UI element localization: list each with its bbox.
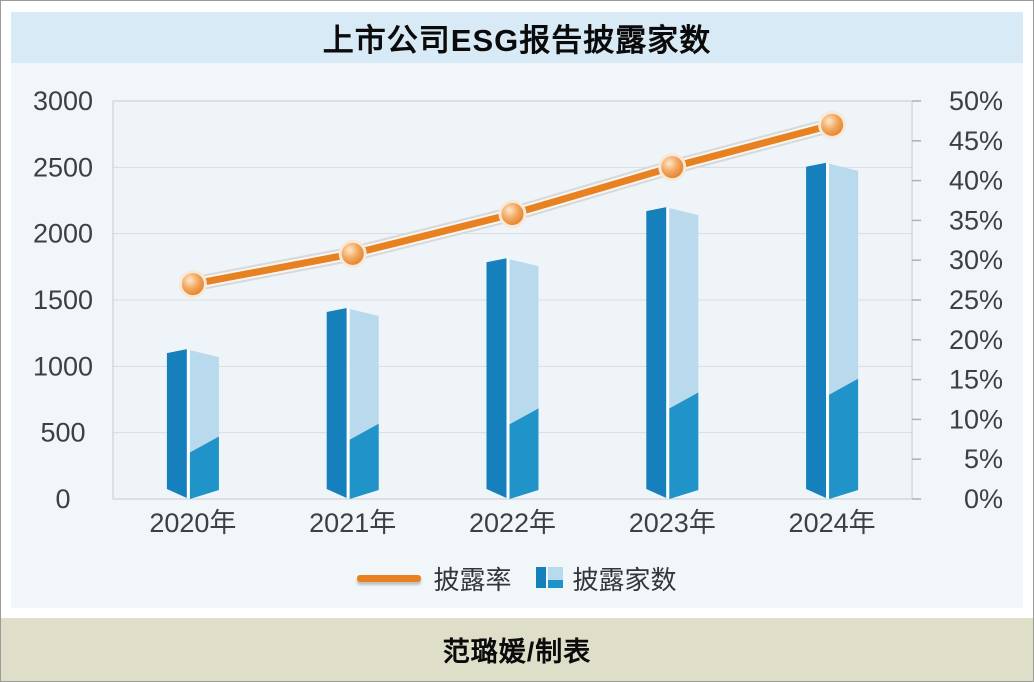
right-axis-label: 25% xyxy=(949,285,1003,315)
credit-text: 范璐媛/制表 xyxy=(442,637,592,667)
left-axis-label: 500 xyxy=(40,418,85,448)
right-axis-label: 20% xyxy=(949,325,1003,355)
right-axis-label: 0% xyxy=(964,484,1003,514)
x-axis-label: 2022年 xyxy=(469,508,556,538)
bar-legend-label: 披露家数 xyxy=(572,564,677,595)
x-axis-label: 2021年 xyxy=(309,508,396,538)
combo-chart: 3000 2500 2000 1500 1000 500 0 50% 45% 40% 35% 30% 2… xyxy=(33,86,1003,538)
left-axis-label: 2500 xyxy=(33,152,93,182)
line-legend-swatch xyxy=(357,574,422,582)
right-axis-label: 10% xyxy=(949,404,1003,434)
x-axis-label: 2023年 xyxy=(629,508,716,538)
legend: 披露率 披露家数 xyxy=(11,560,1023,596)
right-axis-label: 50% xyxy=(949,86,1003,116)
rate-marker xyxy=(338,239,367,268)
right-axis-label: 30% xyxy=(949,245,1003,275)
left-axis-label: 2000 xyxy=(33,219,93,249)
bar-swatch-shade-face xyxy=(547,580,563,588)
rate-marker xyxy=(498,200,527,229)
left-axis-label: 0 xyxy=(55,484,70,514)
bar-swatch-dark-face xyxy=(535,567,546,588)
rate-marker xyxy=(178,270,207,299)
left-axis-label: 3000 xyxy=(33,86,93,116)
bar-swatch-light-face xyxy=(547,567,563,580)
left-axis-label: 1000 xyxy=(33,351,93,381)
bar-legend-swatch xyxy=(535,566,563,590)
bar-2022年 xyxy=(486,258,539,499)
chart-section: 3000 2500 2000 1500 1000 500 0 50% 45% 40% 35% 30% 2… xyxy=(11,63,1023,608)
rate-marker xyxy=(658,153,687,182)
x-axis-label: 2024年 xyxy=(789,508,876,538)
chart-title: 上市公司ESG报告披露家数 xyxy=(322,23,712,58)
right-axis-label: 45% xyxy=(949,126,1003,156)
right-axis-label: 35% xyxy=(949,205,1003,235)
right-axis-label: 40% xyxy=(949,166,1003,196)
bar-2023年 xyxy=(646,207,699,499)
footer: 范璐媛/制表 xyxy=(1,618,1033,681)
right-axis-label: 15% xyxy=(949,365,1003,395)
bar-2020年 xyxy=(166,349,219,499)
left-axis-label: 1500 xyxy=(33,285,93,315)
right-axis-label: 5% xyxy=(964,444,1003,474)
x-axis-label: 2020年 xyxy=(149,508,236,538)
line-legend-label: 披露率 xyxy=(433,564,512,595)
rate-marker xyxy=(818,110,847,139)
bar-2021年 xyxy=(326,307,379,499)
bar-2024年 xyxy=(806,162,859,499)
chart-title-band: 上市公司ESG报告披露家数 xyxy=(11,12,1023,63)
